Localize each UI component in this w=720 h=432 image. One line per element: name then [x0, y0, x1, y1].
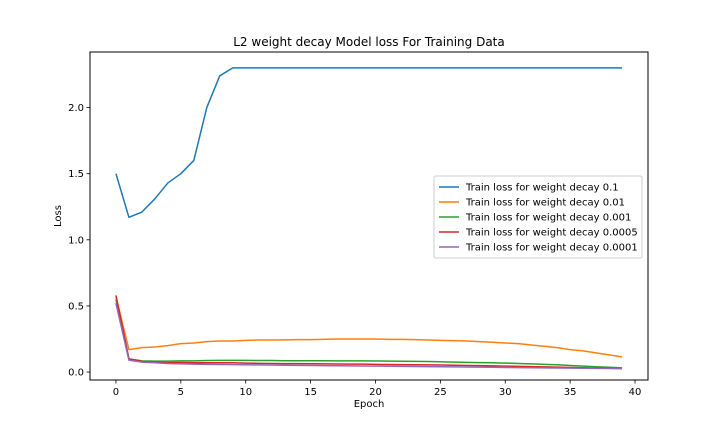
y-tick-label: 1.0: [68, 235, 84, 246]
y-axis-label: Loss: [53, 205, 64, 227]
series-line-2: [115, 299, 623, 369]
y-tick-label: 0.5: [68, 301, 84, 312]
plot-frame: [89, 51, 649, 381]
chart-title: L2 weight decay Model loss For Training …: [233, 35, 505, 49]
x-tick-label: 25: [434, 387, 447, 398]
y-tick-label: 2.0: [68, 103, 84, 114]
x-tick-label: 35: [564, 387, 577, 398]
x-tick-label: 0: [113, 387, 119, 398]
x-tick-label: 40: [629, 387, 642, 398]
y-tick-label: 0.0: [68, 368, 84, 379]
x-tick-label: 20: [369, 387, 382, 398]
y-tick-label: 1.5: [68, 169, 84, 180]
x-tick-label: 15: [304, 387, 317, 398]
legend-entry: Train loss for weight decay 0.01: [465, 198, 625, 209]
x-tick-label: 5: [178, 387, 184, 398]
series-line-1: [115, 296, 623, 358]
x-tick-label: 30: [499, 387, 512, 398]
legend-entry: Train loss for weight decay 0.001: [465, 213, 631, 224]
legend-entry: Train loss for weight decay 0.0001: [465, 243, 638, 254]
series-line-0: [115, 67, 623, 219]
legend-entry: Train loss for weight decay 0.1: [465, 183, 619, 194]
x-axis-label: Epoch: [354, 399, 385, 410]
x-tick-label: 10: [239, 387, 252, 398]
y-axis-ticks: 0.0 0.5 1.0 1.5 2.0: [68, 103, 90, 379]
legend-entry: Train loss for weight decay 0.0005: [465, 228, 638, 239]
series-line-3: [115, 295, 623, 370]
series-layer: [115, 67, 623, 370]
series-line-4: [115, 303, 623, 370]
x-axis-ticks: 0 5 10 15 20 25 30 35 40: [113, 380, 642, 398]
legend-box: [433, 175, 643, 259]
legend: Train loss for weight decay 0.1 Train los…: [433, 175, 643, 259]
